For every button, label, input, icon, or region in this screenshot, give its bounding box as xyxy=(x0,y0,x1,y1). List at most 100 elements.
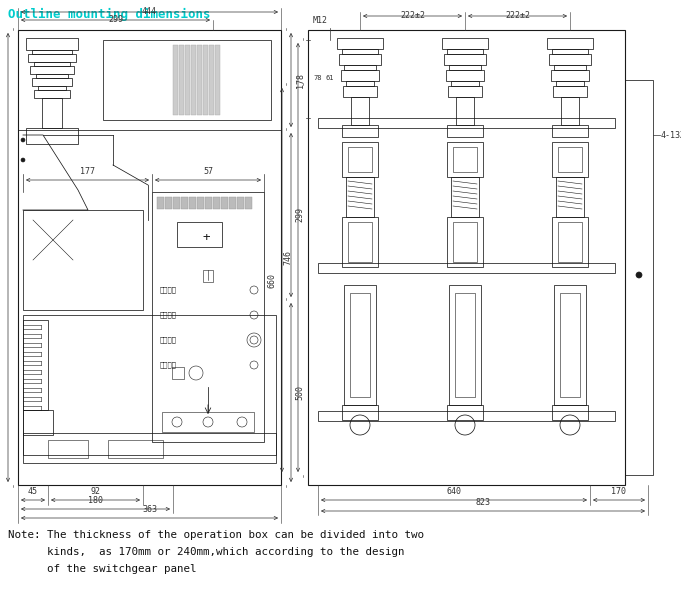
Bar xyxy=(245,197,252,209)
Bar xyxy=(625,80,653,475)
Bar xyxy=(348,147,372,172)
Text: 170: 170 xyxy=(612,487,627,496)
Text: 57: 57 xyxy=(203,167,213,176)
Bar xyxy=(318,263,615,273)
Bar xyxy=(23,410,53,435)
Bar xyxy=(344,285,376,405)
Bar xyxy=(172,367,184,379)
Bar xyxy=(23,315,276,455)
Text: 500: 500 xyxy=(296,385,304,400)
Bar xyxy=(561,97,579,125)
Bar xyxy=(209,45,214,115)
Bar xyxy=(554,285,586,405)
Bar xyxy=(205,197,212,209)
Bar xyxy=(28,54,76,62)
Text: of the switchgear panel: of the switchgear panel xyxy=(8,564,197,574)
Bar xyxy=(32,78,72,86)
Bar xyxy=(447,405,483,420)
Bar xyxy=(162,412,254,432)
Bar xyxy=(215,45,220,115)
Bar xyxy=(554,65,586,70)
Bar xyxy=(556,177,584,217)
Bar xyxy=(337,38,383,49)
Bar xyxy=(152,192,264,442)
Bar xyxy=(453,222,477,262)
Bar xyxy=(173,197,180,209)
Bar xyxy=(558,222,582,262)
Bar xyxy=(547,38,593,49)
Text: 负荷开关: 负荷开关 xyxy=(160,337,177,343)
Bar xyxy=(42,98,62,128)
Bar xyxy=(197,45,202,115)
Text: 61: 61 xyxy=(326,75,334,81)
Bar xyxy=(318,118,615,128)
Bar xyxy=(455,293,475,397)
Bar xyxy=(191,45,196,115)
Text: 操作顺序: 操作顺序 xyxy=(160,287,177,293)
Bar xyxy=(344,65,376,70)
Text: 适用操作: 适用操作 xyxy=(160,312,177,318)
Bar xyxy=(451,81,479,86)
Bar xyxy=(308,30,625,485)
Bar xyxy=(23,320,48,410)
Text: 444: 444 xyxy=(142,7,157,16)
Bar xyxy=(549,54,591,65)
Text: 180: 180 xyxy=(88,496,103,505)
Bar xyxy=(213,197,220,209)
Text: 823: 823 xyxy=(475,498,490,507)
Bar xyxy=(558,147,582,172)
Bar xyxy=(553,86,587,97)
Bar xyxy=(556,81,584,86)
Bar xyxy=(177,222,222,247)
Text: 178: 178 xyxy=(296,73,304,87)
Bar xyxy=(36,74,68,78)
Bar xyxy=(346,177,374,217)
Bar xyxy=(342,142,378,177)
Text: 4-13X33: 4-13X33 xyxy=(661,131,681,139)
Bar xyxy=(446,70,484,81)
Text: 222±2: 222±2 xyxy=(505,11,530,20)
Bar xyxy=(32,50,72,54)
Bar xyxy=(23,433,276,463)
Bar xyxy=(444,54,486,65)
Bar xyxy=(348,222,372,262)
Text: Note: The thickness of the operation box can be divided into two: Note: The thickness of the operation box… xyxy=(8,530,424,540)
Text: 640: 640 xyxy=(447,487,462,496)
Circle shape xyxy=(21,158,25,162)
Text: 92: 92 xyxy=(91,487,101,496)
Text: 660: 660 xyxy=(268,273,276,288)
Bar xyxy=(447,142,483,177)
Text: 45: 45 xyxy=(28,487,38,496)
Bar xyxy=(449,285,481,405)
Bar xyxy=(451,177,479,217)
Bar xyxy=(339,54,381,65)
Bar xyxy=(447,217,483,267)
Text: 带电接地: 带电接地 xyxy=(160,362,177,368)
Bar xyxy=(34,90,70,98)
Text: Outline mounting dimensions: Outline mounting dimensions xyxy=(8,8,210,21)
Bar xyxy=(342,49,378,54)
Bar xyxy=(34,62,70,66)
Bar xyxy=(346,81,374,86)
Bar xyxy=(38,86,66,90)
Bar xyxy=(48,440,88,458)
Bar xyxy=(447,125,483,137)
Bar xyxy=(343,86,377,97)
Text: 299: 299 xyxy=(296,208,304,222)
Bar xyxy=(157,197,164,209)
Bar xyxy=(341,70,379,81)
Text: 78: 78 xyxy=(313,75,321,81)
Bar xyxy=(185,45,190,115)
Bar xyxy=(165,197,172,209)
Bar xyxy=(552,217,588,267)
Text: 363: 363 xyxy=(142,505,157,514)
Bar xyxy=(552,405,588,420)
Bar xyxy=(442,38,488,49)
Text: 1040: 1040 xyxy=(0,247,3,268)
Text: M12: M12 xyxy=(313,16,328,25)
Bar xyxy=(447,49,483,54)
Text: 299: 299 xyxy=(108,15,123,24)
Bar xyxy=(448,86,482,97)
Bar xyxy=(203,45,208,115)
Bar xyxy=(551,70,589,81)
